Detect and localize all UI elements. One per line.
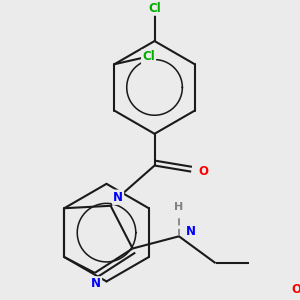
Text: Cl: Cl: [142, 50, 155, 63]
Text: O: O: [198, 165, 208, 178]
Text: H: H: [174, 202, 184, 212]
Text: N: N: [186, 225, 196, 238]
Text: N: N: [113, 191, 123, 204]
Text: Cl: Cl: [148, 2, 161, 15]
Text: N: N: [91, 278, 101, 290]
Text: O: O: [291, 284, 300, 296]
